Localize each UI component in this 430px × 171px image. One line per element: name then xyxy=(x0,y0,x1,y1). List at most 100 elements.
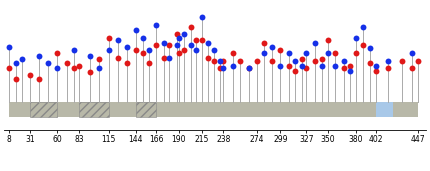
Point xyxy=(285,64,292,67)
Point xyxy=(237,59,244,62)
Point xyxy=(332,52,339,54)
Point xyxy=(385,67,392,70)
Point xyxy=(277,64,284,67)
Point xyxy=(166,44,173,47)
Point xyxy=(245,67,252,70)
Point xyxy=(220,67,227,70)
Point xyxy=(86,71,93,74)
Point xyxy=(254,59,261,62)
Point xyxy=(96,67,103,70)
Point xyxy=(145,62,152,65)
Point xyxy=(35,54,42,57)
Point xyxy=(153,44,160,47)
Point xyxy=(124,45,131,48)
Point xyxy=(13,77,20,80)
Point xyxy=(166,57,173,60)
Point xyxy=(360,44,367,47)
Point xyxy=(54,52,61,54)
Point xyxy=(347,64,353,67)
Point xyxy=(303,67,310,70)
Point xyxy=(229,64,236,67)
Point xyxy=(181,32,187,35)
Point xyxy=(311,41,318,44)
Point xyxy=(173,44,180,47)
Point xyxy=(71,49,78,52)
Point xyxy=(35,77,42,80)
Point xyxy=(366,47,373,49)
Point xyxy=(360,26,367,29)
Point xyxy=(160,57,167,60)
Point xyxy=(261,52,268,54)
Point xyxy=(13,62,20,65)
Point xyxy=(292,70,298,72)
Point xyxy=(193,49,200,52)
Point xyxy=(340,59,347,62)
Point xyxy=(205,41,212,44)
Point xyxy=(319,58,326,61)
Point xyxy=(285,52,292,54)
Point xyxy=(373,70,380,72)
Point xyxy=(352,36,359,39)
Point xyxy=(54,67,61,70)
Bar xyxy=(376,102,393,117)
Point xyxy=(175,36,182,39)
Point xyxy=(105,36,112,39)
Point xyxy=(216,67,223,70)
Point xyxy=(153,23,160,26)
Point xyxy=(115,39,122,42)
Point xyxy=(373,64,380,67)
Point xyxy=(6,45,12,48)
Bar xyxy=(9,102,418,117)
Point xyxy=(75,64,82,67)
Point xyxy=(229,52,236,54)
Point xyxy=(6,67,12,70)
Point xyxy=(173,32,180,35)
Point xyxy=(140,36,147,39)
Point xyxy=(86,54,93,57)
Point xyxy=(298,64,305,67)
Point xyxy=(332,64,339,67)
Point xyxy=(319,64,326,67)
Point xyxy=(352,52,359,54)
Bar xyxy=(136,102,156,117)
Bar xyxy=(79,102,109,117)
Point xyxy=(311,59,318,62)
Point xyxy=(145,49,152,52)
Point xyxy=(124,62,131,65)
Point xyxy=(27,74,34,76)
Point xyxy=(105,49,112,52)
Point xyxy=(187,26,194,29)
Point xyxy=(199,16,206,18)
Point xyxy=(216,59,223,62)
Point xyxy=(245,67,252,70)
Point xyxy=(385,59,392,62)
Point xyxy=(399,59,406,62)
Point xyxy=(415,59,422,62)
Point xyxy=(199,39,206,42)
Point xyxy=(96,58,103,61)
Point xyxy=(205,57,212,60)
Point xyxy=(408,67,415,70)
Point xyxy=(408,52,415,54)
Point xyxy=(187,44,194,47)
Point xyxy=(115,57,122,60)
Point xyxy=(324,39,331,42)
Point xyxy=(71,67,78,70)
Point xyxy=(18,58,25,61)
Point xyxy=(181,49,187,52)
Point xyxy=(211,49,218,52)
Point xyxy=(366,62,373,65)
Bar xyxy=(31,102,58,117)
Point xyxy=(340,67,347,70)
Point xyxy=(261,41,268,44)
Point xyxy=(211,59,218,62)
Point xyxy=(140,52,147,54)
Point xyxy=(347,70,353,72)
Point xyxy=(303,52,310,54)
Point xyxy=(132,49,139,52)
Point xyxy=(277,49,284,52)
Point xyxy=(292,59,298,62)
Point xyxy=(132,29,139,31)
Point xyxy=(268,59,275,62)
Point xyxy=(268,45,275,48)
